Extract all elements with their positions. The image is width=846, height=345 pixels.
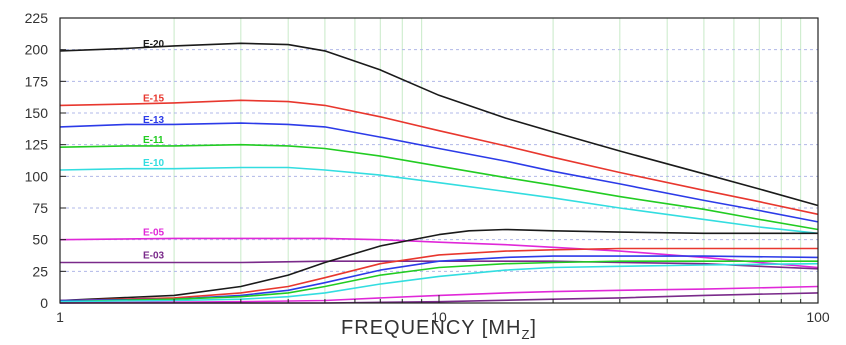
series-line-12 xyxy=(59,285,819,304)
x-tick-label: 10 xyxy=(431,309,447,325)
y-tick-label: 150 xyxy=(25,105,49,121)
y-tick-label: 100 xyxy=(25,168,49,184)
series-line-7 xyxy=(59,228,818,302)
y-tick-label: 50 xyxy=(32,232,48,248)
x-axis-title-main: FREQUENCY [MH xyxy=(341,317,521,339)
series-label-e-03: E-03 xyxy=(143,250,165,261)
series-line-9 xyxy=(59,255,819,302)
series-label-e-15: E-15 xyxy=(143,93,165,104)
series-labels: E-20 E-15 E-13 E-11 E-10 E-05 E-03 xyxy=(143,39,165,262)
y-tick-label: 175 xyxy=(25,73,49,89)
x-tick-label: 1 xyxy=(56,309,64,325)
series-line-e-10 xyxy=(59,166,819,235)
series-line-8 xyxy=(59,247,818,302)
series-label-e-05: E-05 xyxy=(143,228,165,239)
y-tick-label: 75 xyxy=(32,200,48,216)
series-label-e-13: E-13 xyxy=(143,115,165,126)
series-line-e-05 xyxy=(59,237,819,269)
series-line-e-15 xyxy=(59,99,819,216)
x-axis-title-close: ] xyxy=(530,317,537,339)
series-line-e-11 xyxy=(59,143,819,231)
y-tick-label: 25 xyxy=(32,263,48,279)
series-layer xyxy=(59,42,819,304)
series-line-11 xyxy=(59,262,819,303)
series-line-e-20 xyxy=(59,42,819,207)
series-label-e-10: E-10 xyxy=(143,158,165,169)
grid xyxy=(60,17,818,303)
series-label-e-11: E-11 xyxy=(143,135,164,146)
y-tick-label: 125 xyxy=(25,137,49,153)
series-line-10 xyxy=(59,260,818,303)
x-tick-label: 100 xyxy=(806,309,830,325)
series-line-e-13 xyxy=(59,122,819,223)
x-axis-title: FREQUENCY [MHZ] xyxy=(341,317,537,342)
y-tick-label: 200 xyxy=(25,42,49,58)
y-tick-label: 0 xyxy=(40,295,48,311)
axis-ticks: 0 25 50 75 100 125 150 175 200 225 1 10 100 xyxy=(25,10,830,325)
series-label-e-20: E-20 xyxy=(143,39,165,50)
x-axis-title-subscript: Z xyxy=(521,327,530,342)
y-tick-label: 225 xyxy=(25,10,49,26)
